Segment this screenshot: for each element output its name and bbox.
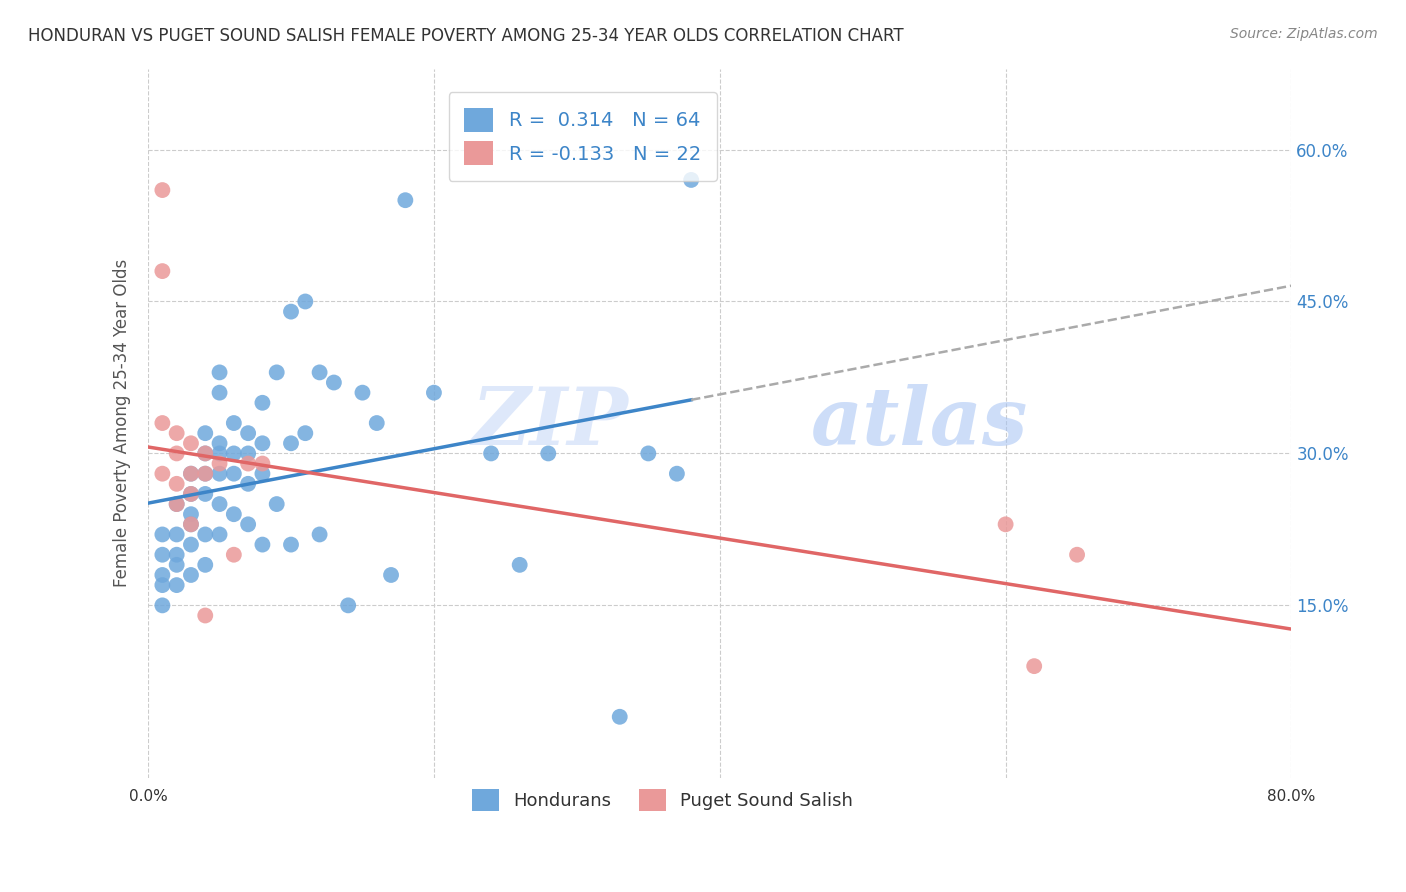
Point (394, 193, 416, 207)
Point (665, 467, 688, 481)
Point (194, 446, 217, 460)
Point (266, 497, 288, 511)
Point (236, 517, 259, 532)
Point (236, 476, 259, 491)
Point (208, 436, 231, 450)
Point (166, 558, 188, 572)
Point (208, 385, 231, 400)
Point (236, 457, 259, 471)
Point (994, 517, 1017, 532)
Point (637, 446, 659, 460)
Point (252, 467, 274, 481)
Point (180, 568, 202, 582)
Point (180, 507, 202, 521)
Point (194, 608, 217, 623)
Point (194, 558, 217, 572)
Point (479, 446, 502, 460)
Point (208, 365, 231, 379)
Point (180, 517, 202, 532)
Text: Source: ZipAtlas.com: Source: ZipAtlas.com (1230, 27, 1378, 41)
Point (208, 527, 231, 541)
Point (208, 457, 231, 471)
Point (194, 487, 217, 501)
Point (1066, 548, 1088, 562)
Point (1024, 659, 1046, 673)
Point (280, 538, 302, 552)
Point (150, 416, 173, 430)
Point (294, 426, 316, 441)
Point (380, 568, 402, 582)
Point (150, 599, 173, 613)
Point (180, 467, 202, 481)
Point (166, 527, 188, 541)
Point (266, 365, 288, 379)
Text: atlas: atlas (811, 384, 1029, 462)
Point (509, 558, 531, 572)
Point (252, 436, 274, 450)
Point (180, 538, 202, 552)
Point (208, 497, 231, 511)
Point (150, 467, 173, 481)
Point (150, 183, 173, 197)
Point (337, 599, 360, 613)
Point (222, 467, 245, 481)
Point (166, 497, 188, 511)
Point (150, 527, 173, 541)
Point (180, 487, 202, 501)
Point (352, 385, 374, 400)
Point (308, 527, 330, 541)
Point (194, 527, 217, 541)
Point (166, 548, 188, 562)
Point (150, 264, 173, 278)
Point (280, 304, 302, 318)
Point (252, 457, 274, 471)
Point (280, 436, 302, 450)
Point (308, 365, 330, 379)
Point (180, 487, 202, 501)
Point (166, 446, 188, 460)
Point (222, 446, 245, 460)
Point (294, 294, 316, 309)
Point (166, 497, 188, 511)
Point (180, 517, 202, 532)
Point (166, 578, 188, 592)
Point (194, 467, 217, 481)
Point (222, 548, 245, 562)
Point (423, 385, 446, 400)
Point (166, 476, 188, 491)
Point (180, 436, 202, 450)
Point (366, 416, 388, 430)
Point (236, 426, 259, 441)
Y-axis label: Female Poverty Among 25-34 Year Olds: Female Poverty Among 25-34 Year Olds (114, 259, 131, 587)
Point (236, 446, 259, 460)
Point (681, 173, 703, 187)
Point (322, 376, 344, 390)
Point (180, 467, 202, 481)
Text: HONDURAN VS PUGET SOUND SALISH FEMALE POVERTY AMONG 25-34 YEAR OLDS CORRELATION : HONDURAN VS PUGET SOUND SALISH FEMALE PO… (28, 27, 904, 45)
Point (166, 426, 188, 441)
Point (537, 446, 560, 460)
Point (252, 538, 274, 552)
Point (194, 467, 217, 481)
Text: ZIP: ZIP (471, 384, 628, 462)
Point (609, 710, 631, 724)
Point (150, 568, 173, 582)
Point (208, 467, 231, 481)
Point (194, 446, 217, 460)
Point (252, 396, 274, 410)
Point (194, 426, 217, 441)
Point (150, 578, 173, 592)
Point (222, 507, 245, 521)
Point (150, 548, 173, 562)
Point (208, 446, 231, 460)
Legend: Hondurans, Puget Sound Salish: Hondurans, Puget Sound Salish (457, 774, 868, 825)
Point (222, 416, 245, 430)
